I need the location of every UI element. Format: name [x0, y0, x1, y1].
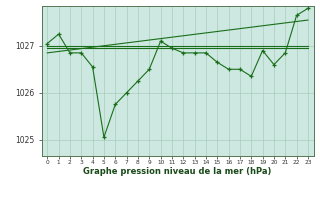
- X-axis label: Graphe pression niveau de la mer (hPa): Graphe pression niveau de la mer (hPa): [84, 167, 272, 176]
